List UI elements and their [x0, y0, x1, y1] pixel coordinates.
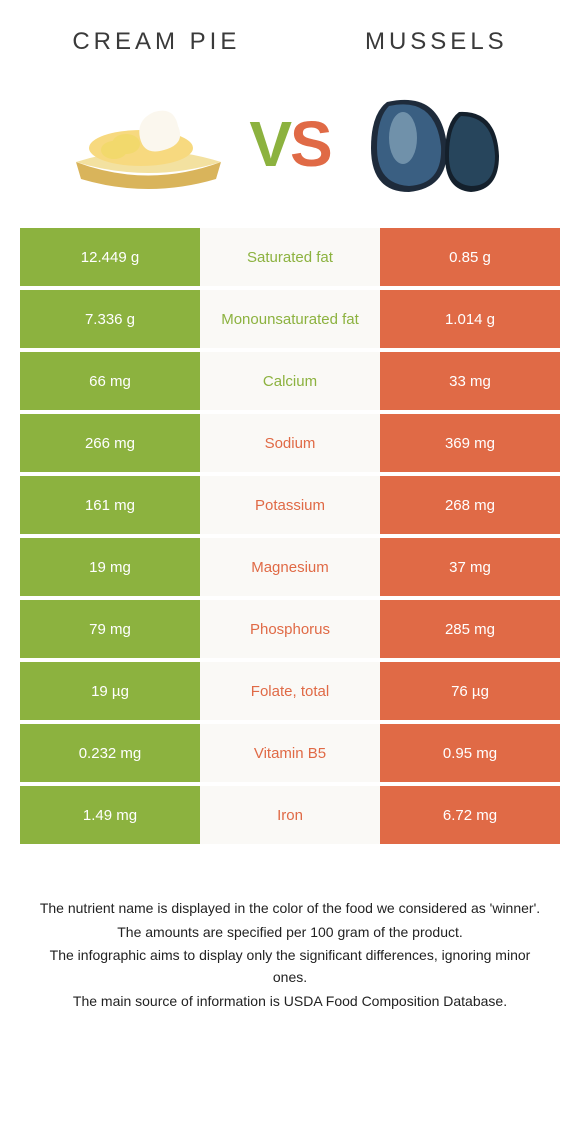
- food-title-right: Mussels: [365, 28, 508, 56]
- nutrient-label: Folate, total: [200, 662, 380, 720]
- table-row: 0.232 mgVitamin B50.95 mg: [20, 724, 560, 782]
- right-value: 33 mg: [380, 352, 560, 410]
- left-value: 12.449 g: [20, 228, 200, 286]
- vs-letter-v: V: [249, 108, 290, 180]
- nutrient-label: Potassium: [200, 476, 380, 534]
- right-value: 285 mg: [380, 600, 560, 658]
- nutrient-label: Magnesium: [200, 538, 380, 596]
- table-row: 7.336 gMonounsaturated fat1.014 g: [20, 290, 560, 348]
- footer-line: The nutrient name is displayed in the co…: [36, 898, 544, 920]
- right-value: 76 µg: [380, 662, 560, 720]
- vs-label: VS: [249, 112, 330, 176]
- table-row: 79 mgPhosphorus285 mg: [20, 600, 560, 658]
- footer-line: The amounts are specified per 100 gram o…: [36, 922, 544, 944]
- table-row: 12.449 gSaturated fat0.85 g: [20, 228, 560, 286]
- nutrient-table: 12.449 gSaturated fat0.85 g7.336 gMonoun…: [20, 228, 560, 844]
- table-row: 1.49 mgIron6.72 mg: [20, 786, 560, 844]
- cream-pie-icon: [66, 84, 231, 204]
- footer-line: The infographic aims to display only the…: [36, 945, 544, 988]
- table-row: 161 mgPotassium268 mg: [20, 476, 560, 534]
- infographic-page: Cream pie Mussels VS: [0, 0, 580, 1012]
- left-value: 79 mg: [20, 600, 200, 658]
- footer-notes: The nutrient name is displayed in the co…: [0, 848, 580, 1012]
- right-value: 0.85 g: [380, 228, 560, 286]
- left-value: 0.232 mg: [20, 724, 200, 782]
- vs-letter-s: S: [290, 108, 331, 180]
- left-value: 19 µg: [20, 662, 200, 720]
- nutrient-label: Sodium: [200, 414, 380, 472]
- right-value: 369 mg: [380, 414, 560, 472]
- right-value: 6.72 mg: [380, 786, 560, 844]
- right-value: 0.95 mg: [380, 724, 560, 782]
- table-row: 66 mgCalcium33 mg: [20, 352, 560, 410]
- nutrient-label: Monounsaturated fat: [200, 290, 380, 348]
- left-value: 1.49 mg: [20, 786, 200, 844]
- left-value: 266 mg: [20, 414, 200, 472]
- table-row: 266 mgSodium369 mg: [20, 414, 560, 472]
- left-value: 66 mg: [20, 352, 200, 410]
- nutrient-label: Calcium: [200, 352, 380, 410]
- nutrient-label: Vitamin B5: [200, 724, 380, 782]
- nutrient-label: Phosphorus: [200, 600, 380, 658]
- mussels-icon: [349, 84, 514, 204]
- nutrient-label: Saturated fat: [200, 228, 380, 286]
- table-row: 19 mgMagnesium37 mg: [20, 538, 560, 596]
- nutrient-label: Iron: [200, 786, 380, 844]
- right-value: 37 mg: [380, 538, 560, 596]
- footer-line: The main source of information is USDA F…: [36, 991, 544, 1013]
- right-value: 268 mg: [380, 476, 560, 534]
- food-title-left: Cream pie: [72, 28, 240, 56]
- left-value: 7.336 g: [20, 290, 200, 348]
- titles-row: Cream pie Mussels: [0, 0, 580, 68]
- right-value: 1.014 g: [380, 290, 560, 348]
- hero-row: VS: [0, 68, 580, 228]
- table-row: 19 µgFolate, total76 µg: [20, 662, 560, 720]
- left-value: 19 mg: [20, 538, 200, 596]
- left-value: 161 mg: [20, 476, 200, 534]
